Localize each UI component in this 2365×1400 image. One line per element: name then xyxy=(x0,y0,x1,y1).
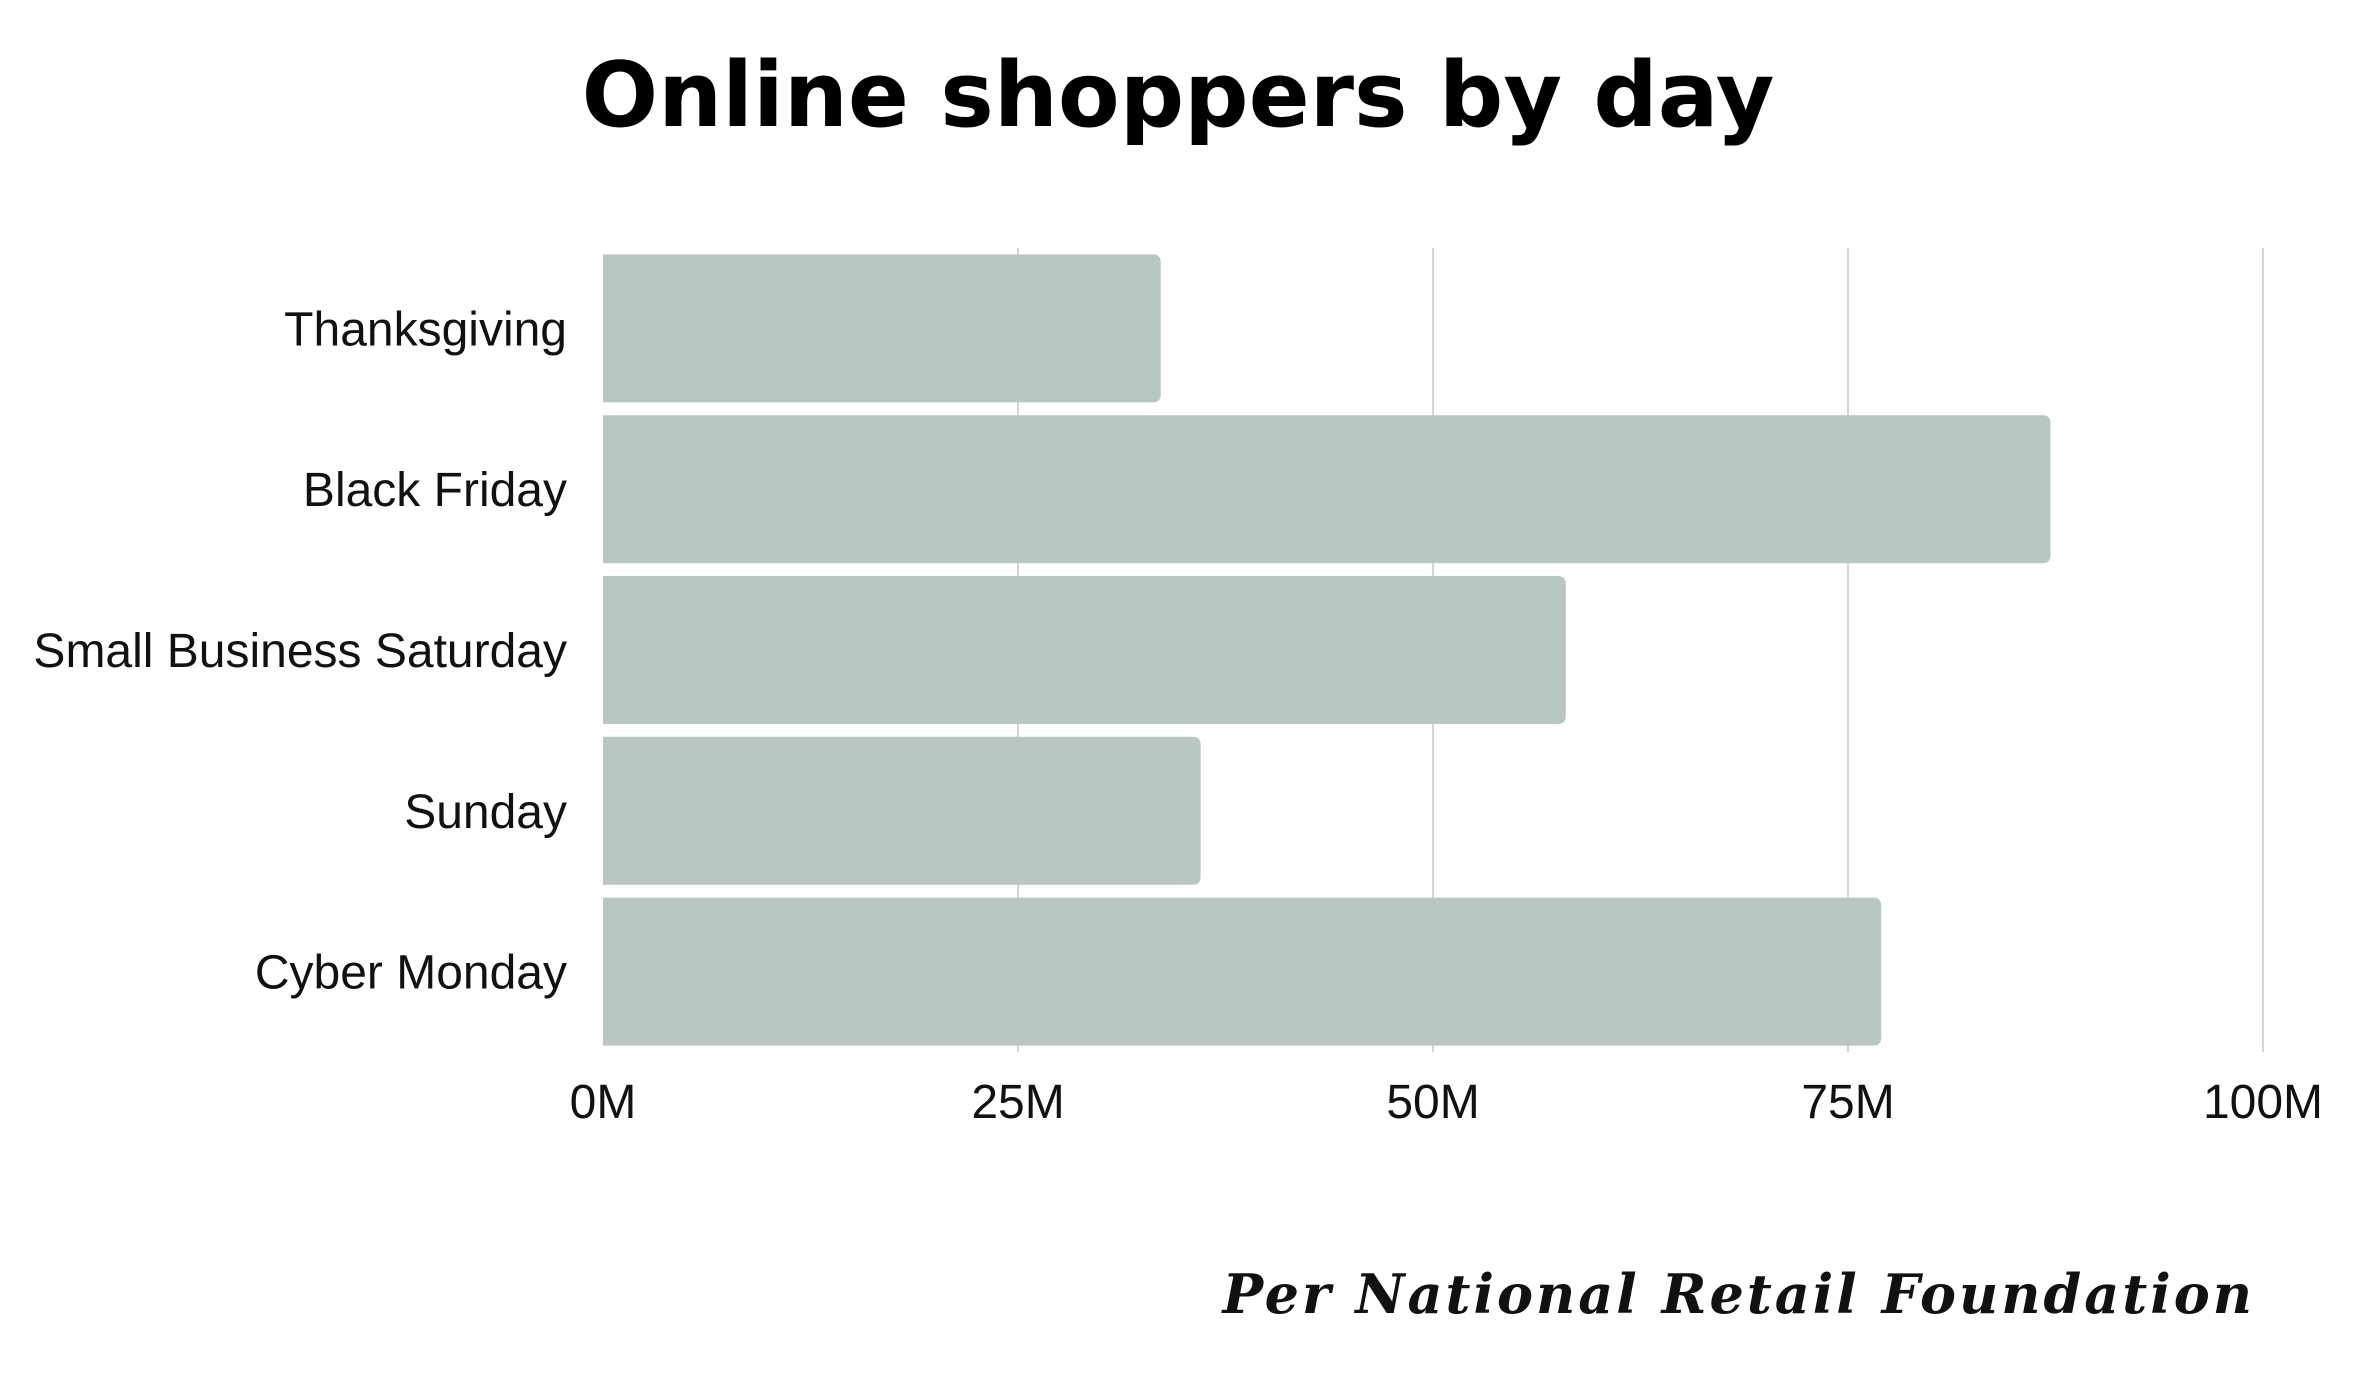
category-labels: Thanksgiving Black Friday Small Business S… xyxy=(33,303,567,999)
x-axis-tick-labels: 0M 25M 50M 75M 100M xyxy=(570,1076,2323,1129)
bar-cyber-monday xyxy=(603,897,1882,1046)
source-note: Per National Retail Foundation xyxy=(1220,1262,2255,1326)
category-label-cyber-monday: Cyber Monday xyxy=(255,947,567,1000)
x-tick-label-50M: 50M xyxy=(1386,1076,1479,1129)
x-tick-label-25M: 25M xyxy=(971,1076,1064,1129)
x-tick-label-0M: 0M xyxy=(570,1076,637,1129)
bar-sunday xyxy=(603,736,1201,885)
bar-black-friday xyxy=(603,415,2051,564)
bar-small-business-saturday xyxy=(603,576,1566,724)
bar-thanksgiving xyxy=(603,254,1161,403)
category-label-small-business-saturday: Small Business Saturday xyxy=(33,625,567,678)
category-label-thanksgiving: Thanksgiving xyxy=(284,303,567,356)
category-label-black-friday: Black Friday xyxy=(303,464,567,517)
x-tick-label-100M: 100M xyxy=(2203,1076,2323,1129)
bars xyxy=(603,254,2051,1046)
chart-title: Online shoppers by day xyxy=(582,43,1775,148)
x-tick-label-75M: 75M xyxy=(1801,1076,1894,1129)
category-label-sunday: Sunday xyxy=(404,786,567,839)
